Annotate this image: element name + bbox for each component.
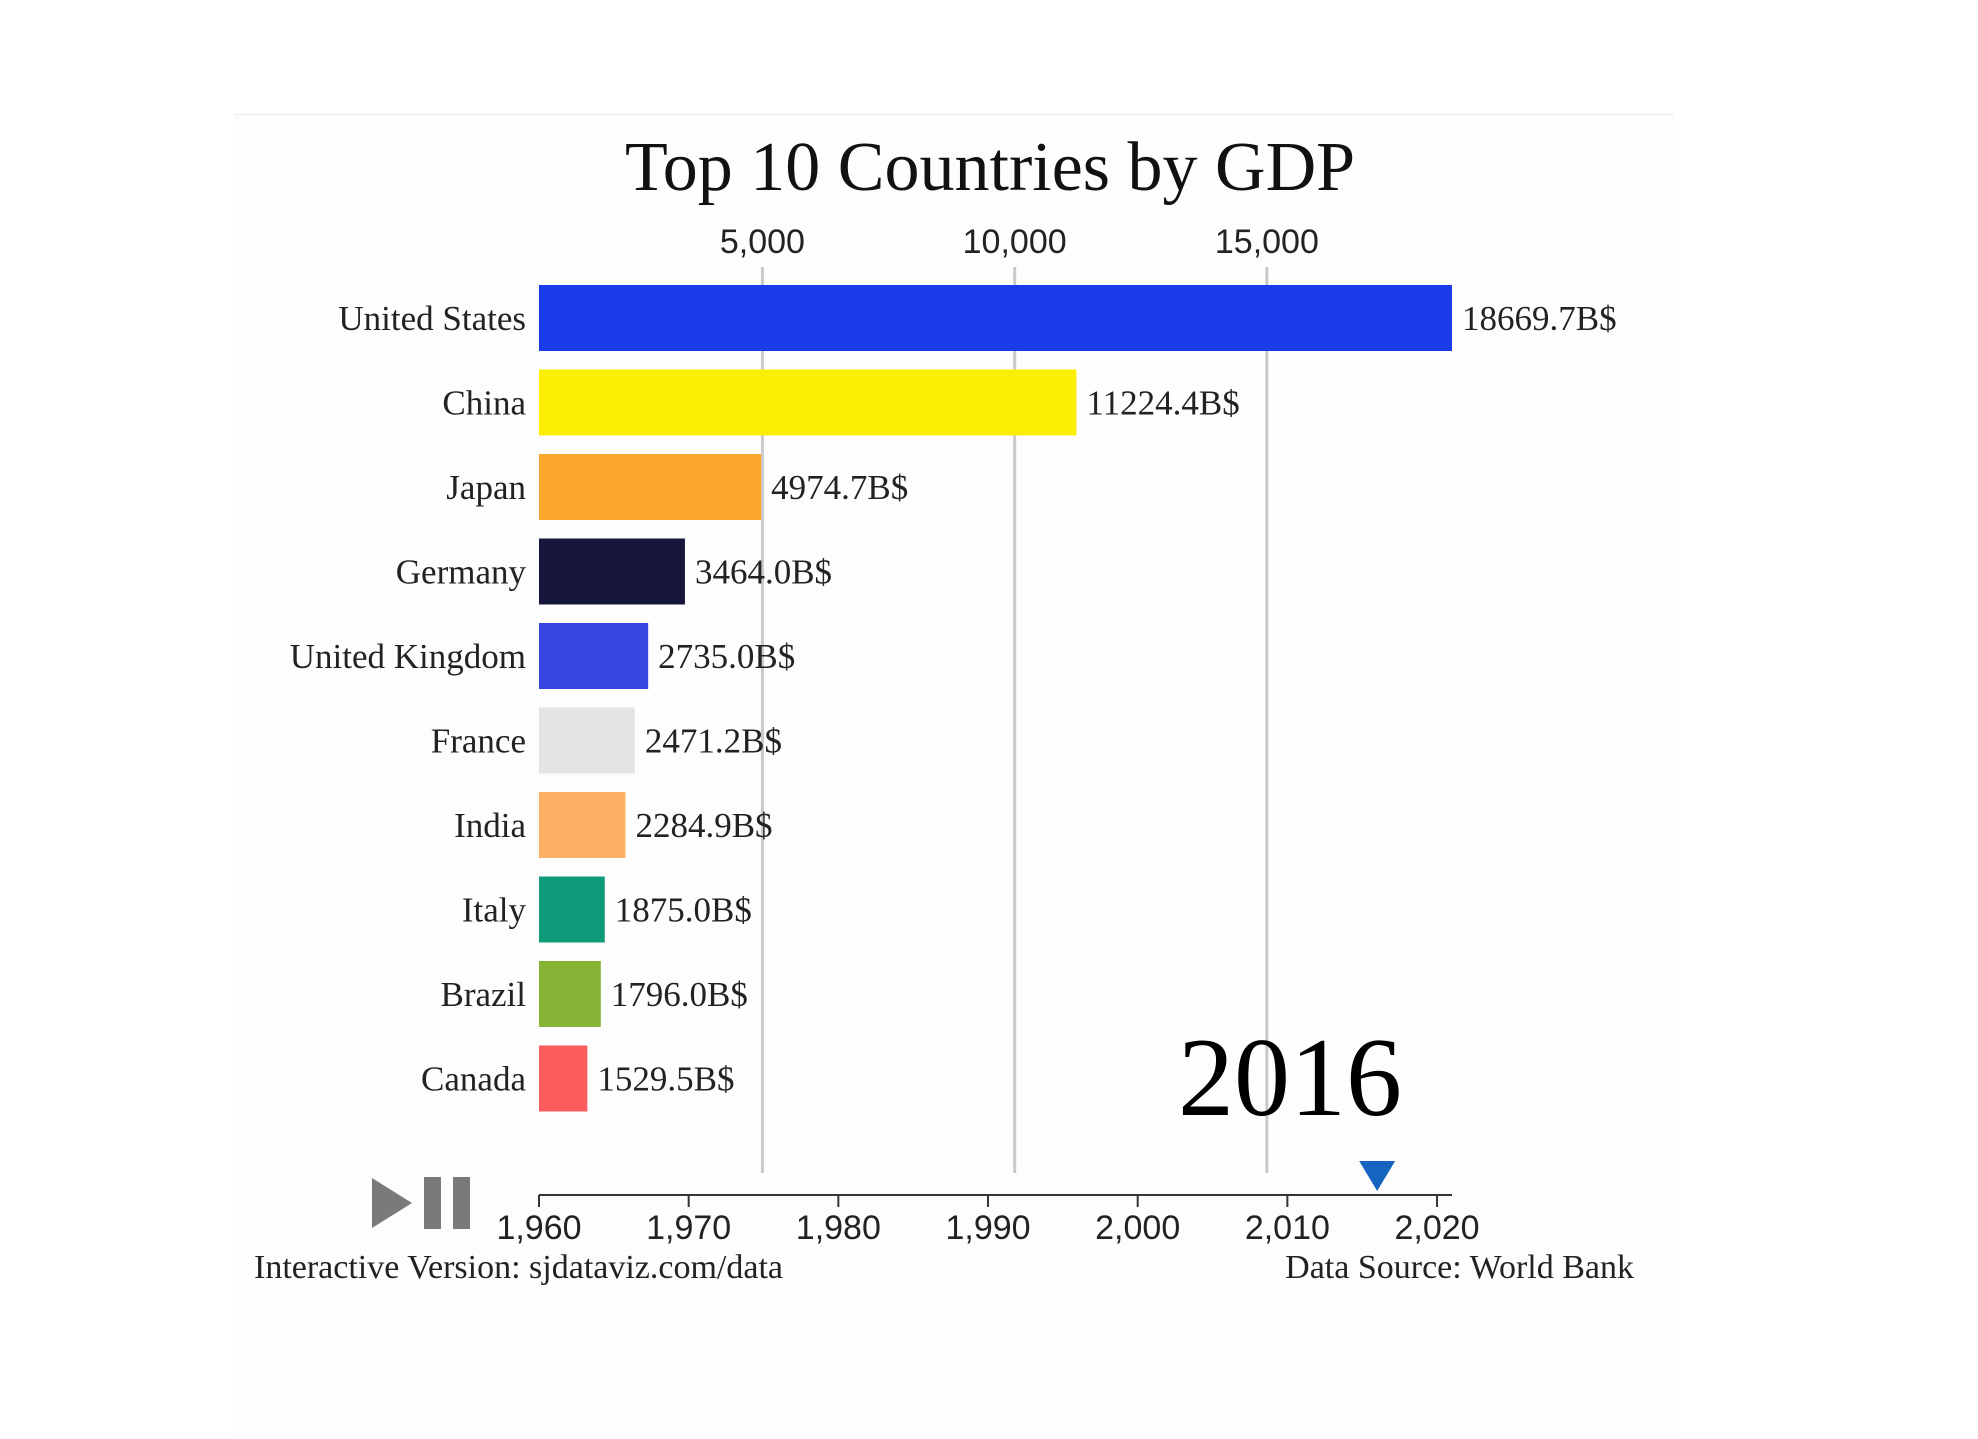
timeline-tick-label: 2,020	[1394, 1209, 1479, 1247]
chart-panel: Top 10 Countries by GDP United States 186…	[234, 114, 1674, 1439]
value-label: 1875.0B$	[615, 891, 752, 930]
timeline-tick-label: 2,010	[1245, 1209, 1330, 1247]
value-label: 1529.5B$	[597, 1060, 734, 1099]
value-label: 18669.7B$	[1462, 299, 1617, 338]
bar	[539, 623, 649, 689]
x-tick-label: 15,000	[1215, 223, 1319, 261]
bar-row: Japan 4974.7B$	[446, 454, 908, 520]
bar-row: India 2284.9B$	[454, 792, 773, 858]
bar-row: Germany 3464.0B$	[396, 538, 832, 605]
value-label: 2471.2B$	[645, 722, 782, 761]
bar-row: United States 18669.7B$	[338, 285, 1617, 351]
footer-interactive-version: Interactive Version: sjdataviz.com/data	[254, 1249, 783, 1286]
bar	[539, 369, 1077, 436]
pause-icon	[424, 1177, 470, 1229]
footer-data-source: Data Source: World Bank	[1285, 1249, 1634, 1286]
bar	[539, 285, 1452, 351]
category-label: France	[431, 722, 526, 761]
bar	[539, 792, 626, 858]
pause-button[interactable]	[424, 1175, 472, 1231]
timeline-year-marker[interactable]	[1359, 1161, 1396, 1191]
category-label: United Kingdom	[290, 637, 526, 676]
timeline-tick-label: 1,980	[796, 1209, 881, 1247]
x-axis-ticks: 5,000 10,000 15,000	[720, 223, 1319, 261]
category-label: Italy	[462, 891, 527, 930]
chart-title: Top 10 Countries by GDP	[625, 129, 1355, 206]
bar	[539, 454, 762, 520]
value-label: 2284.9B$	[635, 806, 772, 845]
value-label: 4974.7B$	[771, 468, 908, 507]
bar-row: France 2471.2B$	[431, 707, 782, 774]
value-label: 3464.0B$	[695, 553, 832, 592]
playback-controls	[370, 1175, 474, 1231]
category-label: Canada	[421, 1060, 526, 1099]
category-label: United States	[338, 299, 526, 338]
bars-layer: United States 18669.7B$ China 11224.4B$ Japa…	[290, 285, 1617, 1112]
bar-row: China 11224.4B$	[442, 369, 1240, 436]
year-label: 2016	[1178, 1016, 1402, 1140]
bar	[539, 538, 685, 605]
category-label: Germany	[396, 553, 527, 592]
bar	[539, 1045, 588, 1112]
play-icon	[372, 1178, 412, 1228]
bar-row: United Kingdom 2735.0B$	[290, 623, 795, 689]
category-label: India	[454, 806, 526, 845]
bar-row: Italy 1875.0B$	[462, 876, 752, 943]
timeline-tick-label: 2,000	[1095, 1209, 1180, 1247]
x-tick-label: 5,000	[720, 223, 805, 261]
bar-row: Brazil 1796.0B$	[440, 961, 748, 1027]
value-label: 1796.0B$	[611, 975, 748, 1014]
bar	[539, 876, 605, 943]
timeline-tick-label: 1,960	[496, 1209, 581, 1247]
category-label: China	[442, 384, 526, 423]
x-tick-label: 10,000	[963, 223, 1067, 261]
category-label: Brazil	[440, 975, 526, 1014]
bar-row: Canada 1529.5B$	[421, 1045, 734, 1112]
bar	[539, 961, 601, 1027]
value-label: 11224.4B$	[1086, 384, 1239, 423]
value-label: 2735.0B$	[658, 637, 795, 676]
play-button[interactable]	[370, 1175, 414, 1231]
category-label: Japan	[446, 468, 526, 507]
timeline-tick-label: 1,990	[945, 1209, 1030, 1247]
bar	[539, 707, 635, 774]
timeline-axis[interactable]: 1,960 1,970 1,980 1,990 2,000 2,010 2,020	[496, 1161, 1480, 1247]
bar-chart: Top 10 Countries by GDP United States 186…	[254, 129, 1634, 1286]
timeline-tick-label: 1,970	[646, 1209, 731, 1247]
